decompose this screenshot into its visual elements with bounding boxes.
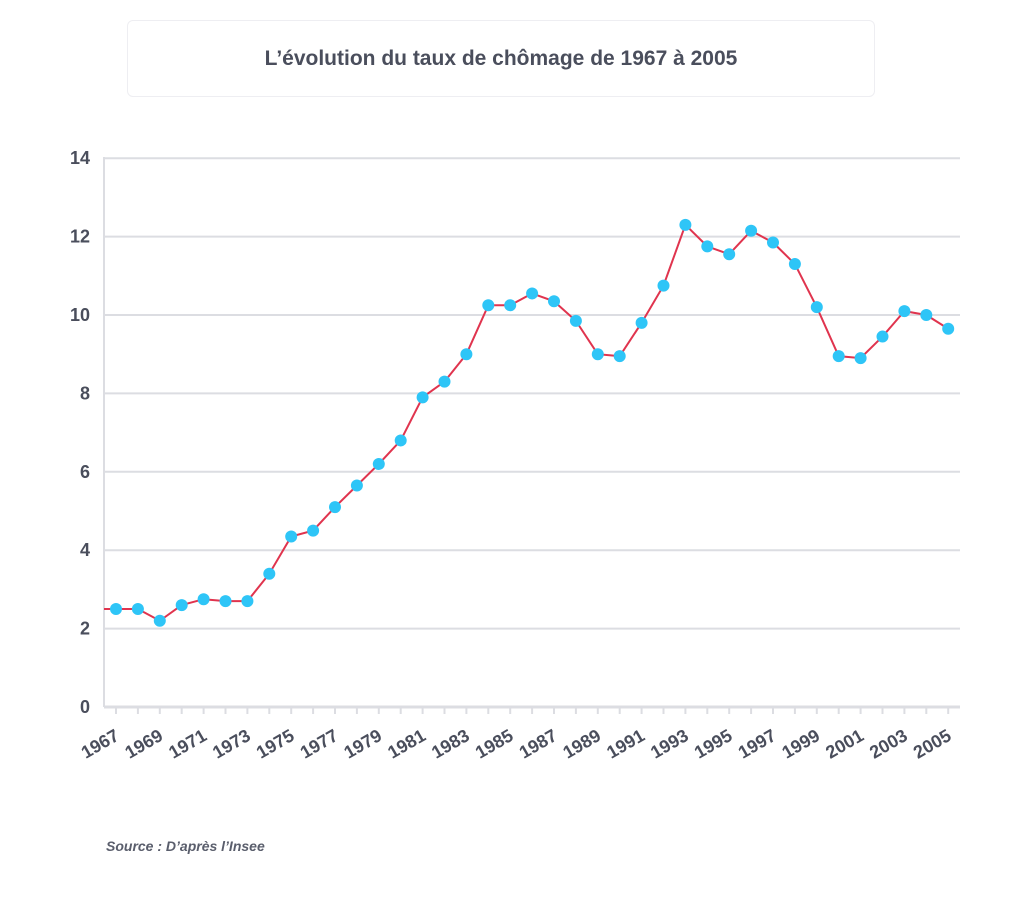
data-point-1972[interactable] <box>219 595 232 608</box>
data-point-1975[interactable] <box>285 530 298 543</box>
x-tick-label: 1983 <box>428 725 473 762</box>
data-point-1970[interactable] <box>175 599 188 612</box>
x-tick-labels: 1967 1969 1971 1973 1975 1977 1979 1981 1983 1985… <box>78 725 955 762</box>
series-line <box>104 223 949 622</box>
series-line-layer <box>104 223 949 622</box>
data-point-1996[interactable] <box>745 224 758 237</box>
y-tick-label: 12 <box>70 227 90 247</box>
x-tick-label: 2003 <box>866 725 911 762</box>
x-tick-label: 1989 <box>560 725 605 762</box>
data-point-2000[interactable] <box>832 350 845 363</box>
data-point-1994[interactable] <box>701 240 714 253</box>
y-tick-label: 4 <box>80 540 90 560</box>
data-point-1984[interactable] <box>482 299 495 312</box>
data-point-2002[interactable] <box>876 330 889 343</box>
x-tick-label: 1995 <box>691 725 736 762</box>
x-tick-label: 1987 <box>516 725 561 762</box>
y-tick-label: 2 <box>80 619 90 639</box>
data-point-1973[interactable] <box>241 595 254 608</box>
data-point-1988[interactable] <box>569 314 582 327</box>
x-tick-label: 2005 <box>910 725 955 762</box>
y-tick-label: 6 <box>80 462 90 482</box>
x-tick-label: 1975 <box>253 725 298 762</box>
data-point-1985[interactable] <box>504 299 517 312</box>
data-point-1987[interactable] <box>548 295 560 308</box>
data-points <box>110 218 955 627</box>
data-point-1967[interactable] <box>110 603 122 615</box>
data-point-1990[interactable] <box>613 350 626 363</box>
y-tick-label: 8 <box>80 383 90 403</box>
data-point-1977[interactable] <box>329 501 341 514</box>
data-point-1968[interactable] <box>131 603 144 615</box>
data-point-1998[interactable] <box>788 258 801 271</box>
source-note: Source : D’après l’Insee <box>106 838 265 854</box>
data-point-1969[interactable] <box>153 614 166 627</box>
x-tick-label: 1981 <box>384 725 429 762</box>
x-tick-label: 1997 <box>735 725 780 762</box>
data-point-2001[interactable] <box>854 352 867 365</box>
data-point-1997[interactable] <box>767 236 779 249</box>
x-tick-label: 1979 <box>341 725 386 762</box>
x-tick-label: 1999 <box>779 725 824 762</box>
x-tick-label: 1969 <box>122 725 167 762</box>
data-point-1982[interactable] <box>438 375 451 388</box>
x-tick-label: 1967 <box>78 725 123 762</box>
chart-title-box: L’évolution du taux de chômage de 1967 à… <box>127 20 875 97</box>
data-point-1986[interactable] <box>526 287 539 300</box>
chart-title: L’évolution du taux de chômage de 1967 à… <box>264 46 738 70</box>
data-point-1980[interactable] <box>394 434 407 447</box>
y-tick-label: 14 <box>70 148 90 168</box>
y-tick-label: 0 <box>80 697 90 717</box>
axes <box>103 157 960 714</box>
data-point-1989[interactable] <box>591 348 604 361</box>
data-point-1978[interactable] <box>350 479 363 492</box>
data-point-1976[interactable] <box>307 524 320 537</box>
y-tick-label: 10 <box>70 305 90 325</box>
data-point-1992[interactable] <box>657 279 670 292</box>
data-point-1971[interactable] <box>197 593 210 606</box>
x-tick-label: 1973 <box>209 725 254 762</box>
data-point-1993[interactable] <box>679 218 692 231</box>
data-point-2004[interactable] <box>920 309 933 321</box>
data-point-1995[interactable] <box>723 248 736 261</box>
x-tick-label: 1993 <box>647 725 692 762</box>
x-tick-label: 1991 <box>603 725 648 762</box>
data-point-1974[interactable] <box>263 567 276 580</box>
data-point-1991[interactable] <box>635 316 648 329</box>
x-tick-label: 1971 <box>165 725 210 762</box>
x-tick-label: 2001 <box>822 725 867 762</box>
data-point-1981[interactable] <box>416 391 429 404</box>
data-point-1999[interactable] <box>810 301 823 314</box>
grid-lines <box>104 157 960 630</box>
x-tick-label: 1977 <box>297 725 342 762</box>
y-tick-labels: 0 2 4 6 8 10 12 14 <box>70 148 90 717</box>
data-point-1983[interactable] <box>460 348 473 361</box>
data-point-1979[interactable] <box>372 457 385 470</box>
data-point-2005[interactable] <box>942 322 955 335</box>
data-point-2003[interactable] <box>898 305 911 318</box>
x-tick-label: 1985 <box>472 725 517 762</box>
